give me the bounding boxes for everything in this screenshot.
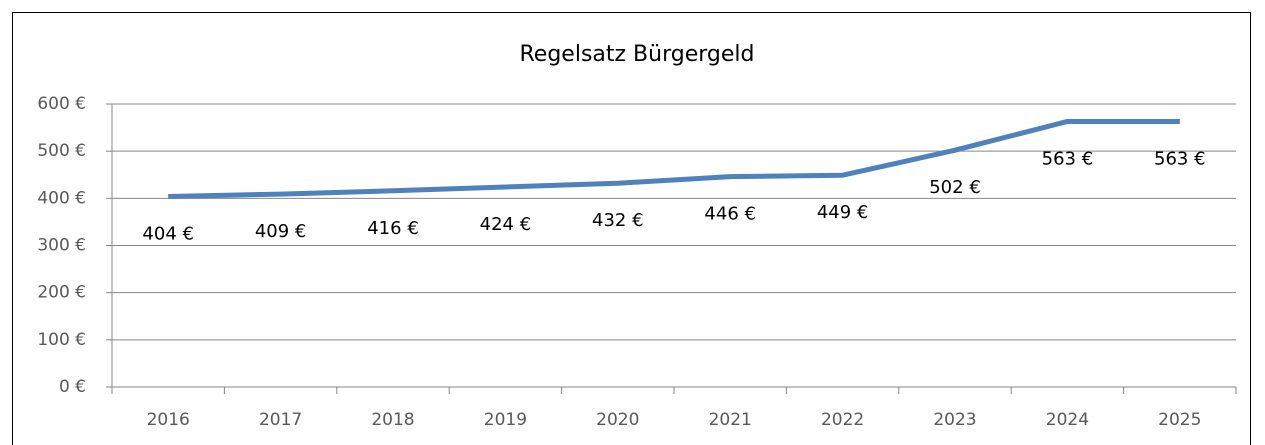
x-tick-label: 2017 — [259, 410, 302, 430]
x-tick-label: 2021 — [709, 410, 752, 430]
x-tick-label: 2020 — [596, 410, 639, 430]
data-label: 432 € — [592, 210, 644, 231]
y-tick-label: 100 € — [37, 330, 86, 350]
data-label: 449 € — [817, 202, 869, 223]
y-tick-label: 0 € — [59, 377, 86, 397]
x-tick-label: 2022 — [821, 410, 864, 430]
chart-frame — [12, 12, 1251, 445]
data-label: 409 € — [255, 221, 307, 242]
data-label: 563 € — [1154, 148, 1206, 169]
chart-title: Regelsatz Bürgergeld — [520, 42, 755, 67]
x-tick-label: 2025 — [1158, 410, 1201, 430]
x-tick-label: 2019 — [484, 410, 527, 430]
y-tick-label: 200 € — [37, 283, 86, 303]
data-label: 446 € — [704, 204, 756, 225]
y-tick-label: 400 € — [37, 188, 86, 208]
y-tick-label: 500 € — [37, 141, 86, 161]
data-label: 424 € — [480, 214, 532, 235]
x-tick-label: 2024 — [1046, 410, 1089, 430]
data-label: 416 € — [367, 218, 419, 239]
data-label: 502 € — [929, 177, 981, 198]
data-label: 404 € — [142, 223, 194, 244]
x-tick-label: 2016 — [147, 410, 190, 430]
y-tick-label: 300 € — [37, 236, 86, 256]
data-label: 563 € — [1042, 148, 1094, 169]
series-line — [168, 118, 1180, 199]
x-tick-label: 2023 — [933, 410, 976, 430]
x-tick-label: 2018 — [371, 410, 414, 430]
y-tick-label: 600 € — [37, 94, 86, 114]
